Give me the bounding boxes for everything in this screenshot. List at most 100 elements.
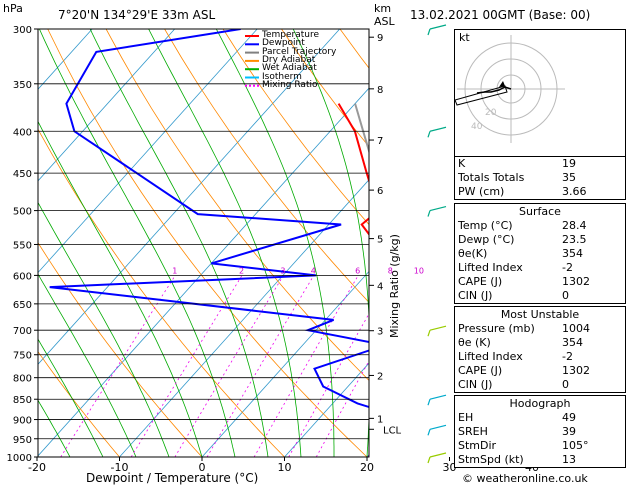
pressure-tick-label: 650 [13,300,32,311]
km-tick-label: 4 [377,281,383,292]
pressure-tick-label: 850 [13,395,32,406]
wind-barb [429,394,447,400]
surface-row-value: 1302 [562,275,590,288]
hodo-row-value: 39 [562,425,576,438]
mu-row-label: θe (K) [458,336,491,349]
pressure-tick-label: 1000 [7,453,32,464]
most-unstable-title: Most Unstable [500,308,580,321]
surface-row-value: 28.4 [562,219,587,232]
asl-label: ASL [374,15,395,28]
surface-row-value: -2 [562,261,573,274]
mu-row-value: 0 [562,378,569,391]
km-tick-label: 6 [377,186,383,197]
dry-adiabat-line [38,351,120,457]
dry-adiabat-line [222,29,369,226]
mixing-ratio-label: 8 [388,266,393,275]
mixing-ratio-line [253,275,359,457]
legend-item: Temperature [262,30,320,40]
wind-barb-flag [427,429,431,436]
km-tick-label: 3 [377,327,383,338]
temp-tick-label: -20 [28,461,46,474]
pressure-tick-label: 350 [13,80,32,91]
pressure-tick-label: 600 [13,271,32,282]
surface-row-value: 0 [562,289,569,302]
hodograph-ring-40: 40 [471,122,483,132]
wet-adiabat-line [292,29,369,457]
isotherm-line [38,29,340,365]
temp-tick-label: 20 [360,461,374,474]
wind-barb-flag [427,399,431,406]
km-tick-label: 7 [377,136,383,147]
pressure-tick-label: 800 [13,374,32,385]
wind-barb [429,206,447,212]
isotherm-line [38,29,175,182]
mixing-ratio-label: 3 [280,266,285,275]
pw-label: PW (cm) [458,185,505,198]
legend-item: Isotherm [262,71,302,82]
mu-row-label: CIN (J) [458,378,493,391]
isotherm-line [38,87,369,457]
mixing-ratio-axis-title: Mixing Ratio (g/kg) [388,234,401,338]
mu-row-label: Pressure (mb) [458,322,535,335]
location-title: 7°20'N 134°29'E 33m ASL [58,8,216,22]
hodo-row-label: StmSpd (kt) [458,453,524,466]
k-label: K [458,157,466,170]
parcel-trajectory-line [354,103,369,155]
hodo-row-label: SREH [458,425,488,438]
hpa-label: hPa [3,2,23,15]
isotherm-line [38,29,258,274]
mixing-ratio-label: 1 [172,266,177,275]
legend-item: Wet Adiabat [262,63,317,74]
temp-tick-label: 10 [278,461,292,474]
surface-row-label: θe(K) [458,247,488,260]
dry-adiabat-line [164,29,369,303]
lcl-label: LCL [383,425,402,436]
pressure-tick-label: 300 [13,25,32,36]
mixing-ratio-label: 6 [355,266,360,275]
tt-value: 35 [562,171,576,184]
km-tick-label: 9 [377,33,383,44]
surface-row-value: 23.5 [562,233,587,246]
hodo-row-value: 13 [562,453,576,466]
mu-row-value: 1004 [562,322,590,335]
km-tick-label: 5 [377,235,383,246]
mixing-ratio-label: 4 [311,266,316,275]
legend-item: Dry Adiabat [262,54,316,65]
pw-value: 3.66 [562,185,587,198]
hodograph-ring-20: 20 [485,108,497,118]
km-tick-label: 8 [377,85,383,96]
mu-row-value: 1302 [562,364,590,377]
x-axis-title: Dewpoint / Temperature (°C) [86,471,259,485]
isotherm-line [201,270,369,457]
mixing-ratio-line [60,275,176,457]
km-tick-label: 1 [377,414,383,425]
wind-barb [429,126,447,132]
pressure-tick-label: 900 [13,416,32,427]
wind-barb-flag [427,330,431,337]
surface-row-value: 354 [562,247,583,260]
pressure-tick-label: 550 [13,240,32,251]
isotherm-line [0,29,10,457]
surface-row-label: CAPE (J) [458,275,503,288]
mixing-ratio-label: 2 [239,266,244,275]
pressure-tick-label: 500 [13,207,32,218]
hodograph-table-title: Hodograph [509,397,571,410]
wind-barb-flag [427,456,431,464]
surface-title: Surface [519,205,561,218]
hodograph-kt-label: kt [459,31,470,44]
mu-row-value: 354 [562,336,583,349]
indices-table: K 19 Totals Totals 35 PW (cm) 3.66 [454,156,626,200]
wet-adiabat-line [38,399,71,457]
temp-tick-label: -10 [111,461,129,474]
legend-item: Parcel Trajectory [262,46,337,57]
pressure-tick-label: 400 [13,127,32,138]
k-value: 19 [562,157,576,170]
hodo-row-value: 105° [562,439,589,452]
wind-barb [429,424,447,430]
wind-barb-flag [427,131,431,138]
hodo-row-value: 49 [562,411,576,424]
hodograph-indices-table: Hodograph EH 49 SREH 39 StmDir 105° StmSpd (kt… [454,395,626,468]
mu-row-label: CAPE (J) [458,364,503,377]
hodo-row-label: EH [458,411,474,424]
wind-barb [429,325,447,331]
